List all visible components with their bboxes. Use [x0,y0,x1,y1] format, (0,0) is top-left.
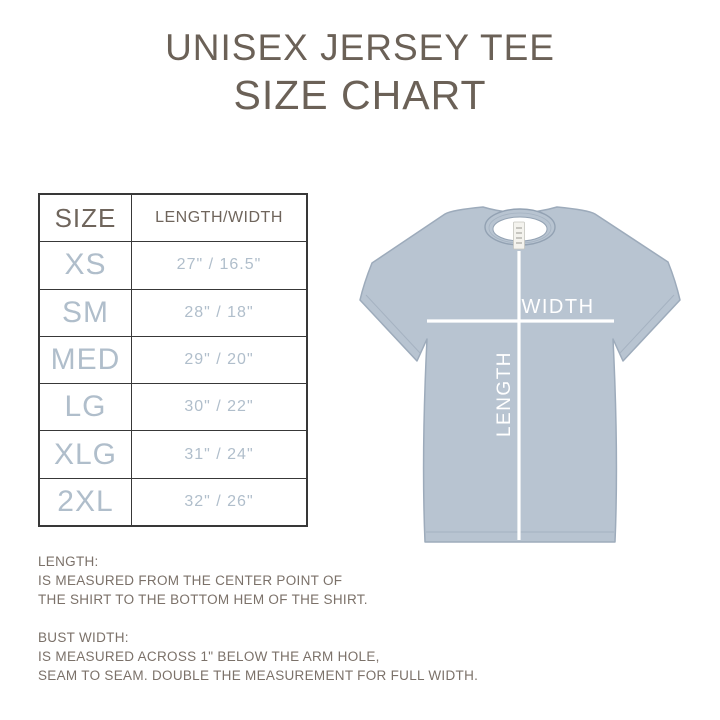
page-title: UNISEX JERSEY TEE SIZE CHART [0,27,720,118]
tshirt-diagram: WIDTH LENGTH [359,206,681,543]
size-chart-table: SIZE LENGTH/WIDTH XS 27" / 16.5" SM 28" … [38,193,308,528]
size-label: 2XL [40,478,132,526]
page-title-line1: UNISEX JERSEY TEE [165,27,555,68]
size-label: LG [40,384,132,431]
bust-width-note: BUST WIDTH: IS MEASURED ACROSS 1" BELOW … [38,628,478,685]
page-title-line2: SIZE CHART [233,71,487,118]
length-note-line2: THE SHIRT TO THE BOTTOM HEM OF THE SHIRT… [38,592,368,607]
table-row-xs: XS 27" / 16.5" [40,241,306,289]
size-label: XLG [40,431,132,478]
size-value: 30" / 22" [184,398,254,416]
table-row-sm: SM 28" / 18" [40,288,306,336]
neck-tag [513,221,525,250]
size-value: 27" / 16.5" [176,256,262,274]
table-header-row: SIZE LENGTH/WIDTH [40,195,306,242]
bust-note-line2: SEAM TO SEAM. DOUBLE THE MEASUREMENT FOR… [38,668,479,683]
right-sleeve-seam [619,294,675,354]
table-row-lg: LG 30" / 22" [40,383,306,431]
bust-note-line1: IS MEASURED ACROSS 1" BELOW THE ARM HOLE… [38,649,380,664]
table-row-xlg: XLG 31" / 24" [40,430,306,478]
length-note-heading: LENGTH: [38,554,99,569]
table-row-med: MED 29" / 20" [40,335,306,384]
size-value: 29" / 20" [184,351,254,369]
size-label: XS [40,242,132,289]
left-sleeve-seam [365,294,421,354]
header-length-width: LENGTH/WIDTH [155,209,283,227]
size-value: 31" / 24" [184,445,254,463]
length-note-line1: IS MEASURED FROM THE CENTER POINT OF [38,573,343,588]
size-label: SM [40,289,132,336]
size-label: MED [40,336,132,384]
header-size: SIZE [40,195,132,242]
table-row-2xl: 2XL 32" / 26" [40,477,306,526]
length-label: LENGTH [494,351,515,437]
length-note: LENGTH: IS MEASURED FROM THE CENTER POIN… [38,552,368,609]
width-label: WIDTH [521,296,594,318]
size-value: 32" / 26" [184,492,254,510]
size-value: 28" / 18" [184,303,254,321]
bust-note-heading: BUST WIDTH: [38,630,129,645]
